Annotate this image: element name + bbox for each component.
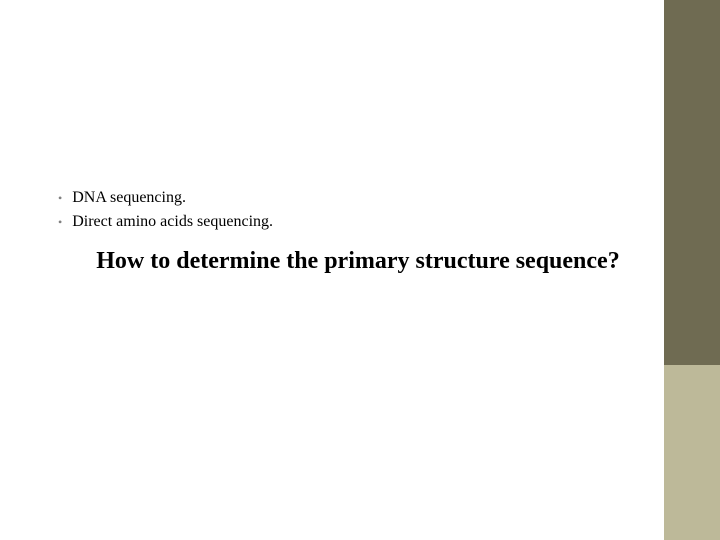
bullet-text: Direct amino acids sequencing. — [72, 212, 273, 232]
slide-content: • DNA sequencing. • Direct amino acids s… — [58, 188, 638, 276]
list-item: • Direct amino acids sequencing. — [58, 212, 638, 232]
slide-heading: How to determine the primary structure s… — [58, 246, 638, 276]
sidebar-accent-bottom — [664, 365, 720, 540]
sidebar-accent-top — [664, 0, 720, 365]
bullet-list: • DNA sequencing. • Direct amino acids s… — [58, 188, 638, 232]
bullet-icon: • — [58, 212, 62, 232]
list-item: • DNA sequencing. — [58, 188, 638, 208]
bullet-text: DNA sequencing. — [72, 188, 186, 208]
bullet-icon: • — [58, 188, 62, 208]
sidebar-accent — [664, 0, 720, 540]
